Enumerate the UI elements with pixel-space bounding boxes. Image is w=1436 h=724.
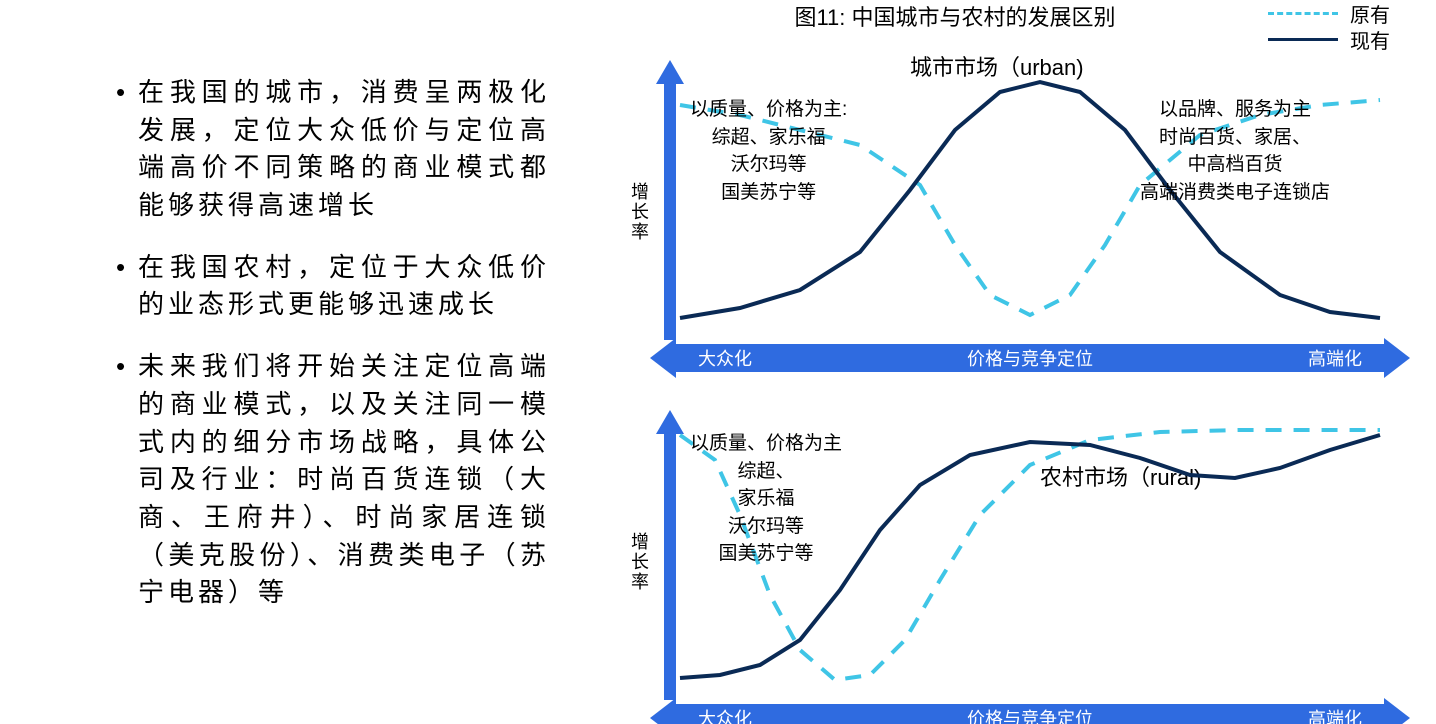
x-axis-bar: 大众化 价格与竞争定位 高端化 [650, 344, 1410, 372]
x-axis-bar: 大众化 价格与竞争定位 高端化 [650, 704, 1410, 724]
bullet-item: 在我国农村，定位于大众低价的业态形式更能够迅速成长 [120, 249, 550, 324]
legend-label: 现有 [1350, 25, 1390, 54]
slide-page: 在我国的城市，消费呈两极化发展，定位大众低价与定位高端高价不同策略的商业模式都能… [0, 0, 1436, 724]
y-axis-label: 增长率 [626, 182, 652, 242]
charts-panel: 图11: 中国城市与农村的发展区别 原有 现有 城市市场（urban) 增长率 [600, 0, 1420, 724]
arrow-right-icon [1384, 698, 1410, 724]
urban-chart: 城市市场（urban) 增长率 以质量、价格为主:综超、家乐福沃尔玛等国美苏宁等… [660, 60, 1400, 380]
bullet-item: 在我国的城市，消费呈两极化发展，定位大众低价与定位高端高价不同策略的商业模式都能… [120, 74, 550, 225]
arrow-right-icon [1384, 338, 1410, 378]
legend-row-dashed: 原有 [1268, 0, 1390, 26]
x-center-label: 价格与竞争定位 [967, 705, 1093, 724]
line-icon [1268, 38, 1338, 41]
x-right-label: 高端化 [1308, 705, 1362, 724]
arrow-left-icon [650, 698, 676, 724]
urban-right-annot: 以品牌、服务为主时尚百货、家居、中高档百货高端消费类电子连锁店 [1140, 96, 1330, 206]
x-left-label: 大众化 [698, 345, 752, 371]
dash-icon [1268, 12, 1338, 15]
urban-left-annot: 以质量、价格为主:综超、家乐福沃尔玛等国美苏宁等 [690, 96, 847, 206]
legend-label: 原有 [1350, 0, 1390, 28]
figure-title: 图11: 中国城市与农村的发展区别 [660, 0, 1250, 32]
bullet-item: 未来我们将开始关注定位高端的商业模式，以及关注同一模式内的细分市场战略，具体公司… [120, 348, 550, 612]
bullet-list: 在我国的城市，消费呈两极化发展，定位大众低价与定位高端高价不同策略的商业模式都能… [120, 74, 550, 636]
x-center-label: 价格与竞争定位 [967, 345, 1093, 371]
legend-row-solid: 现有 [1268, 26, 1390, 52]
chart-legend: 原有 现有 [1268, 0, 1390, 52]
rural-left-annot: 以质量、价格为主综超、家乐福沃尔玛等国美苏宁等 [690, 430, 842, 568]
x-right-label: 高端化 [1308, 345, 1362, 371]
arrow-left-icon [650, 338, 676, 378]
rural-chart: 农村市场（rural) 增长率 以质量、价格为主综超、家乐福沃尔玛等国美苏宁等 … [660, 410, 1400, 724]
x-left-label: 大众化 [698, 705, 752, 724]
y-axis-label: 增长率 [626, 532, 652, 592]
